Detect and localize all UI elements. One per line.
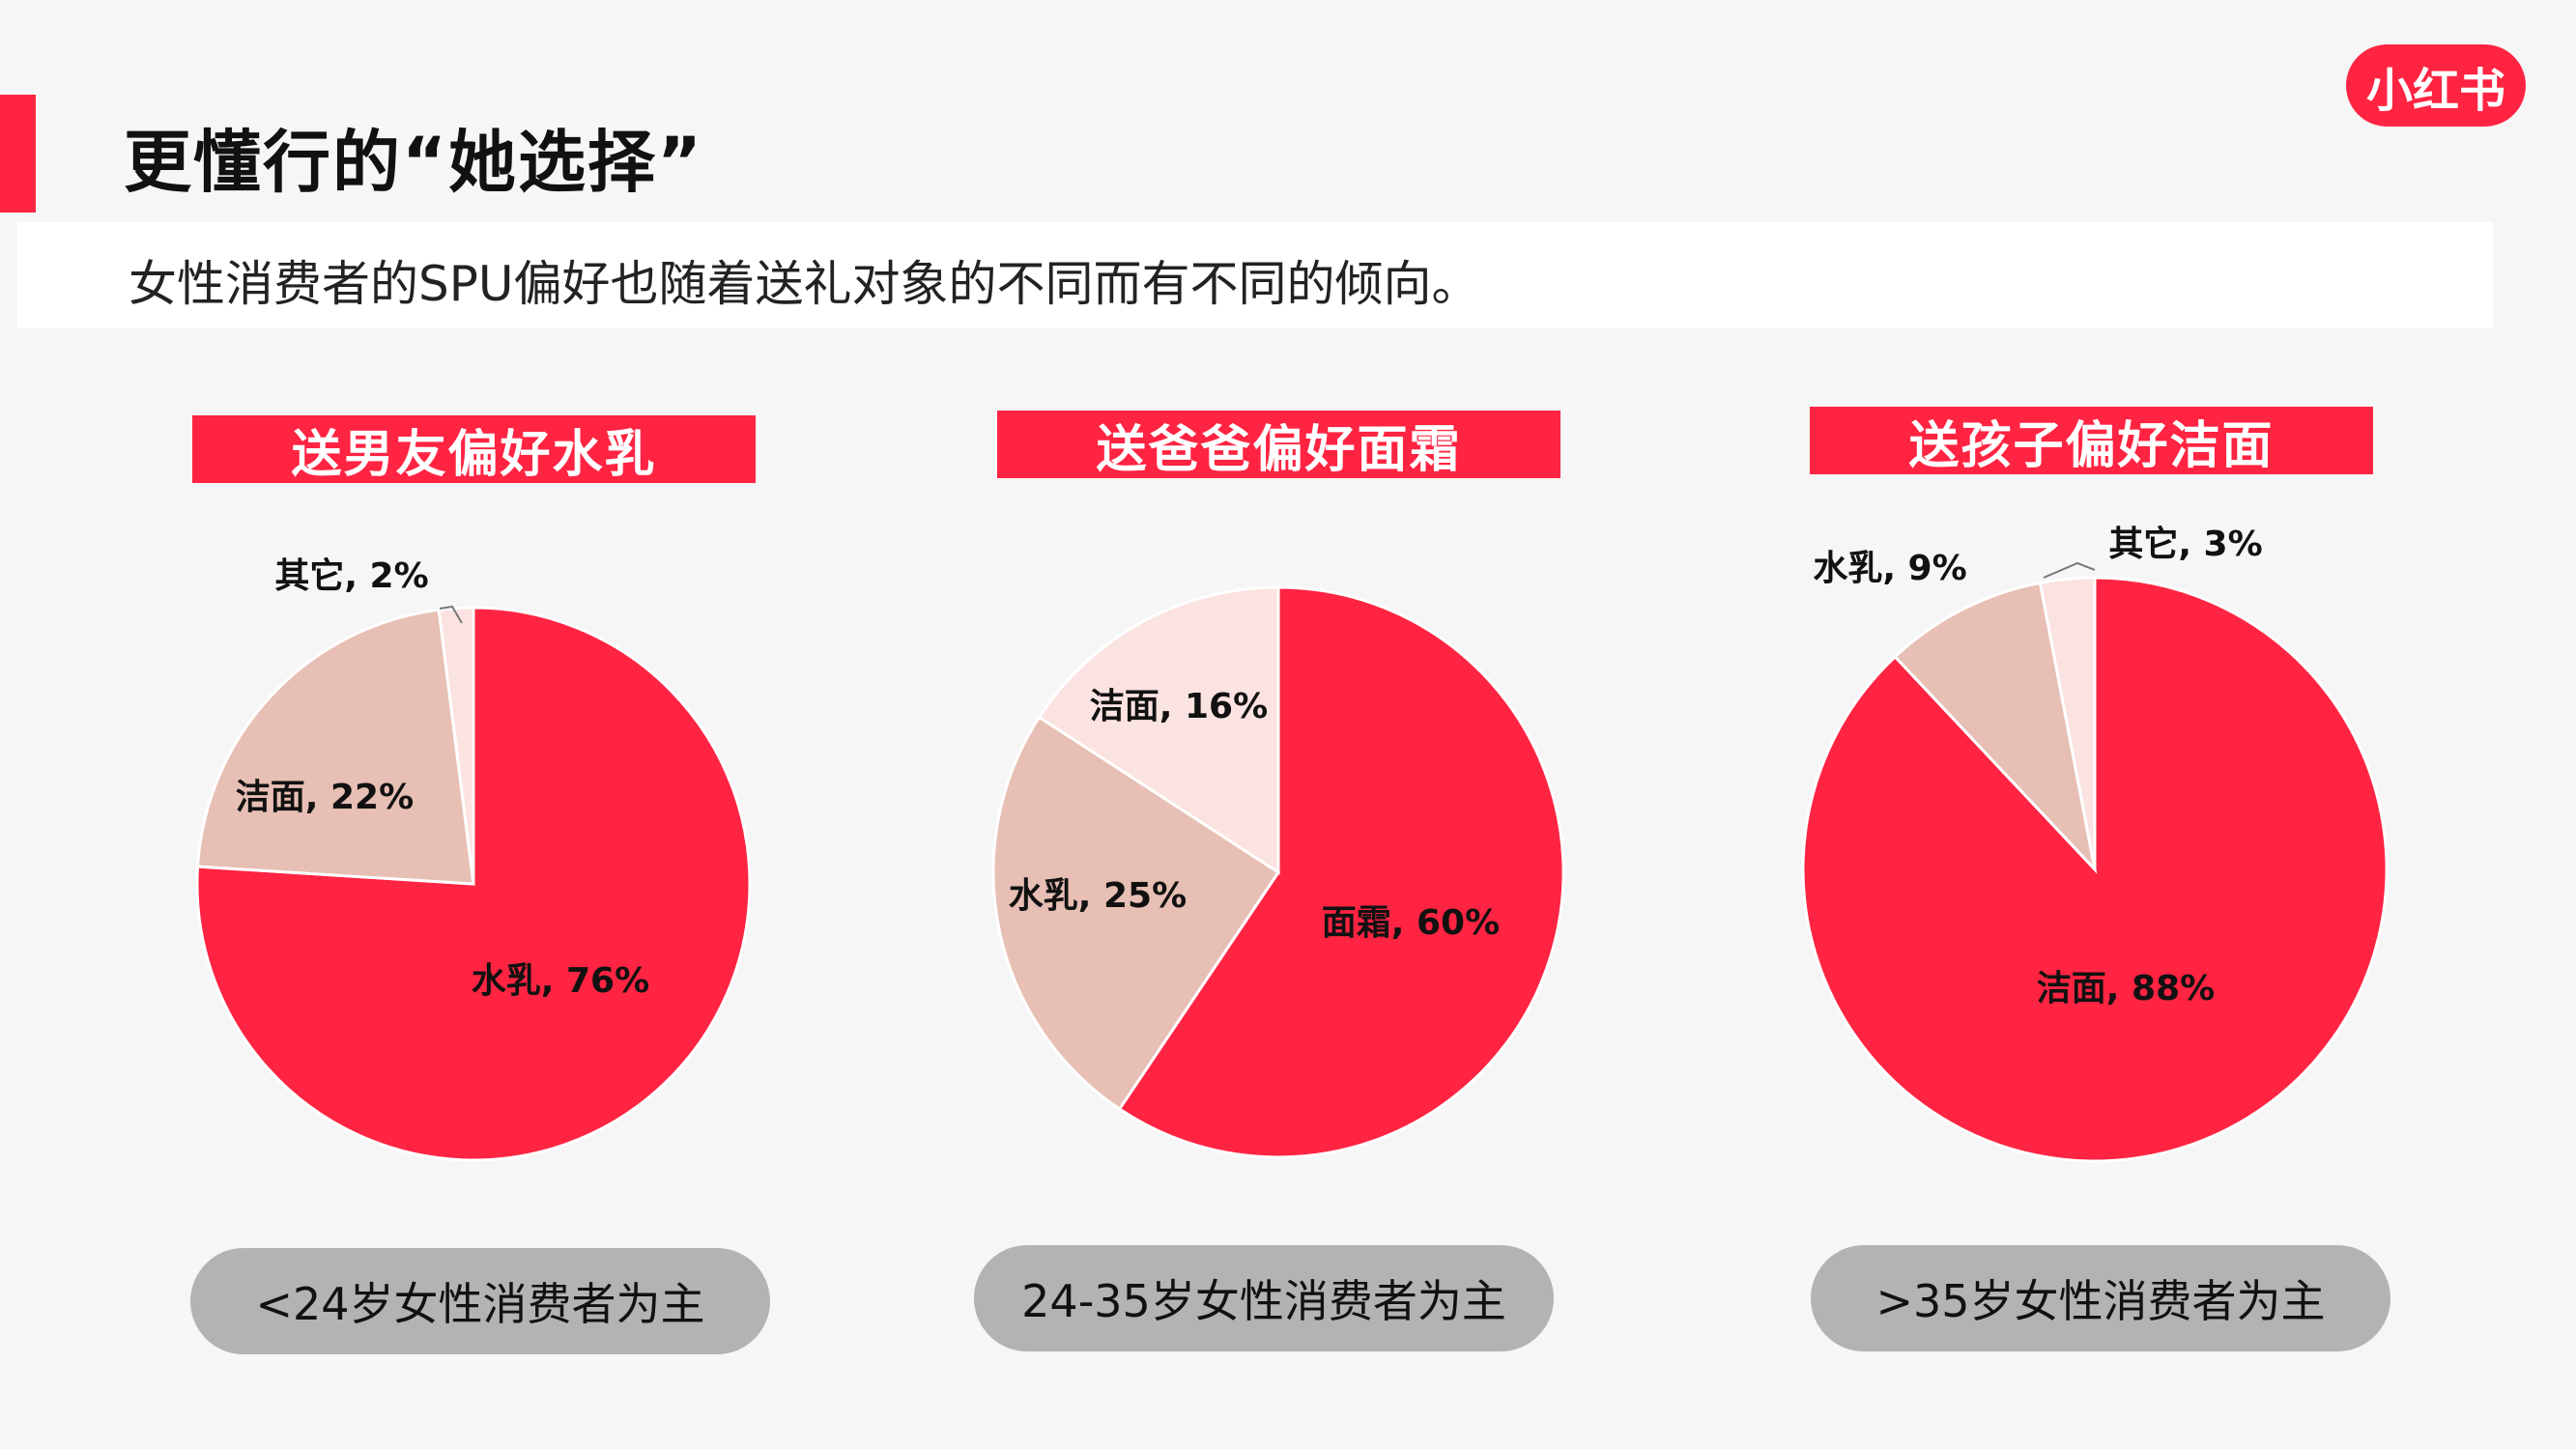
data-label-toner-lotion: 水乳, 76% [472, 961, 649, 1001]
data-label-other: 其它, 2% [274, 556, 428, 596]
chart-title-child: 送孩子偏好洁面 [1810, 407, 2373, 475]
pie-chart-boyfriend: 水乳, 76% 洁面, 22% 其它, 2% [195, 556, 752, 1162]
accent-bar [0, 95, 36, 213]
pie-chart-father: 面霜, 60% 水乳, 25% 洁面, 16% [991, 585, 1565, 1159]
data-label-toner-lotion: 水乳, 25% [1009, 876, 1187, 916]
pie-slice-toner-lotion [991, 715, 1281, 1112]
pie-slice-toner-lotion [1893, 581, 2098, 874]
subtitle-box: 女性消费者的SPU偏好也随着送礼对象的不同而有不同的倾向。 [17, 222, 2493, 328]
data-label-other: 其它, 3% [2108, 525, 2262, 564]
page-title: 更懂行的“她选择” [124, 123, 704, 202]
chart-title-father: 送爸爸偏好面霜 [997, 411, 1560, 479]
data-label-cleanser: 洁面, 16% [1090, 687, 1268, 726]
chart-title-boyfriend: 送男友偏好水乳 [192, 415, 756, 484]
data-label-toner-lotion: 水乳, 9% [1813, 549, 1966, 588]
data-label-cleanser: 洁面, 22% [236, 778, 414, 817]
pie-slice-face-cream [1117, 585, 1565, 1159]
data-label-cleanser: 洁面, 88% [2037, 969, 2215, 1009]
caption-under-24: <24岁女性消费者为主 [190, 1248, 770, 1354]
data-label-face-cream: 面霜, 60% [1322, 903, 1500, 943]
pie-slice-cleanser [195, 608, 475, 886]
caption-24-35: 24-35岁女性消费者为主 [974, 1245, 1554, 1351]
pie-slice-other [2038, 576, 2097, 870]
brand-logo: 小红书 [2346, 44, 2526, 127]
pie-slice-cleanser [1037, 585, 1280, 875]
pie-chart-child: 洁面, 88% 水乳, 9% 其它, 3% [1801, 525, 2389, 1163]
pie-slice-other [437, 606, 475, 885]
subtitle: 女性消费者的SPU偏好也随着送礼对象的不同而有不同的倾向。 [129, 256, 1480, 312]
caption-over-35: >35岁女性消费者为主 [1811, 1245, 2390, 1351]
leader-line [439, 605, 463, 624]
leader-line [2043, 561, 2096, 579]
